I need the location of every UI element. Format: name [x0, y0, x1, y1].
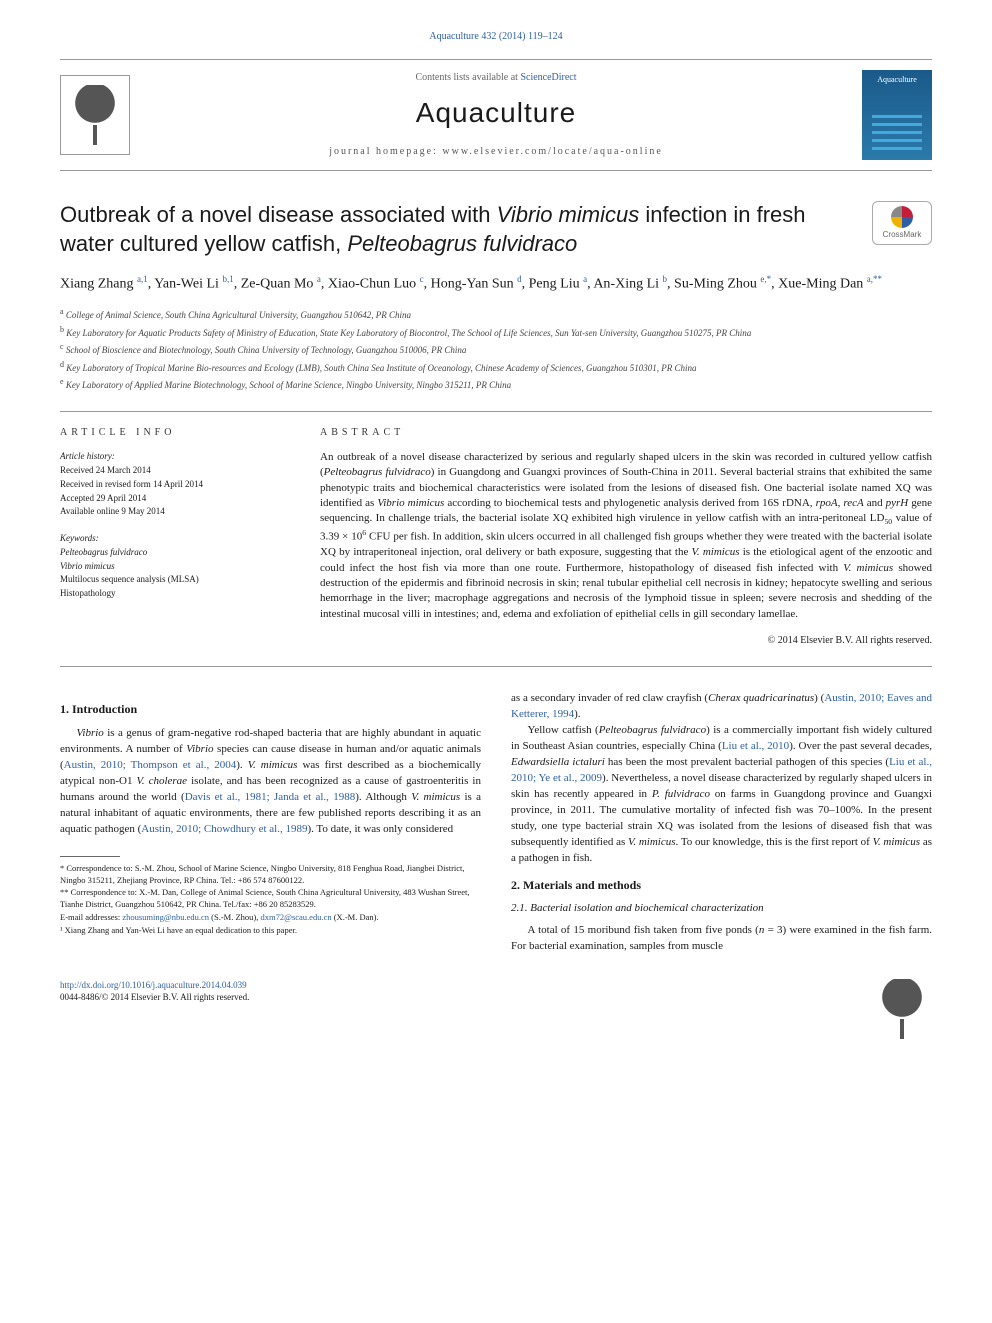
elsevier-tree-icon	[877, 979, 927, 1039]
footnote-line: E-mail addresses: zhousuming@nbu.edu.cn …	[60, 912, 481, 924]
history-line: Accepted 29 April 2014	[60, 492, 280, 505]
section-2-1-heading: 2.1. Bacterial isolation and biochemical…	[511, 901, 932, 916]
intro-p1: Vibrio is a genus of gram-negative rod-s…	[60, 726, 481, 838]
article-info: ARTICLE INFO Article history: Received 2…	[60, 426, 280, 649]
footer-left: http://dx.doi.org/10.1016/j.aquaculture.…	[60, 979, 249, 1039]
history-line: Received in revised form 14 April 2014	[60, 478, 280, 491]
affiliation-line: d Key Laboratory of Tropical Marine Bio-…	[60, 359, 932, 376]
history-line: Received 24 March 2014	[60, 464, 280, 477]
footnote-line: ¹ Xiang Zhang and Yan-Wei Li have an equ…	[60, 925, 481, 937]
history-line: Available online 9 May 2014	[60, 505, 280, 518]
footnote-line: ** Correspondence to: X.-M. Dan, College…	[60, 887, 481, 911]
affiliation-line: b Key Laboratory for Aquatic Products Sa…	[60, 324, 932, 341]
keywords-label: Keywords:	[60, 532, 280, 545]
author-list: Xiang Zhang a,1, Yan-Wei Li b,1, Ze-Quan…	[60, 272, 932, 296]
keyword-line: Pelteobagrus fulvidraco	[60, 546, 280, 559]
section-1-heading: 1. Introduction	[60, 701, 481, 718]
left-column: 1. Introduction Vibrio is a genus of gra…	[60, 691, 481, 954]
sciencedirect-line: Contents lists available at ScienceDirec…	[130, 71, 862, 85]
keyword-line: Vibrio mimicus	[60, 560, 280, 573]
footnote-separator	[60, 856, 120, 857]
keyword-line: Histopathology	[60, 587, 280, 600]
elsevier-logo	[60, 75, 130, 155]
crossmark-icon	[891, 206, 913, 228]
affiliation-line: a College of Animal Science, South China…	[60, 306, 932, 323]
abstract-heading: ABSTRACT	[320, 426, 932, 440]
issn-line: 0044-8486/© 2014 Elsevier B.V. All right…	[60, 991, 249, 1004]
citation-link[interactable]: Aquaculture 432 (2014) 119–124	[60, 30, 932, 44]
intro-p2: Yellow catfish (Pelteobagrus fulvidraco)…	[511, 723, 932, 866]
abstract: ABSTRACT An outbreak of a novel disease …	[320, 426, 932, 649]
abstract-text: An outbreak of a novel disease character…	[320, 450, 932, 623]
intro-p1-cont: as a secondary invader of red claw crayf…	[511, 691, 932, 723]
right-column: as a secondary invader of red claw crayf…	[511, 691, 932, 954]
sciencedirect-prefix: Contents lists available at	[415, 72, 520, 83]
journal-homepage: journal homepage: www.elsevier.com/locat…	[130, 145, 862, 159]
body-columns: 1. Introduction Vibrio is a genus of gra…	[60, 691, 932, 954]
elsevier-tree-icon	[70, 85, 120, 145]
doi-link[interactable]: http://dx.doi.org/10.1016/j.aquaculture.…	[60, 980, 247, 990]
elsevier-footer-logo	[872, 979, 932, 1039]
methods-p1: A total of 15 moribund fish taken from f…	[511, 923, 932, 955]
sciencedirect-link[interactable]: ScienceDirect	[520, 72, 576, 83]
affiliations: a College of Animal Science, South China…	[60, 306, 932, 393]
page-footer: http://dx.doi.org/10.1016/j.aquaculture.…	[60, 979, 932, 1039]
journal-name: Aquaculture	[130, 93, 862, 132]
info-abstract-row: ARTICLE INFO Article history: Received 2…	[60, 411, 932, 668]
affiliation-line: c School of Bioscience and Biotechnology…	[60, 341, 932, 358]
journal-header: Contents lists available at ScienceDirec…	[60, 59, 932, 171]
journal-center: Contents lists available at ScienceDirec…	[130, 71, 862, 158]
article-title: Outbreak of a novel disease associated w…	[60, 201, 932, 258]
footnotes: * Correspondence to: S.-M. Zhou, School …	[60, 863, 481, 937]
affiliation-line: e Key Laboratory of Applied Marine Biote…	[60, 376, 932, 393]
crossmark-badge[interactable]: CrossMark	[872, 201, 932, 245]
history-label: Article history:	[60, 450, 280, 463]
abstract-copyright: © 2014 Elsevier B.V. All rights reserved…	[320, 634, 932, 648]
section-2-heading: 2. Materials and methods	[511, 877, 932, 894]
keyword-line: Multilocus sequence analysis (MLSA)	[60, 573, 280, 586]
footnote-line: * Correspondence to: S.-M. Zhou, School …	[60, 863, 481, 887]
journal-cover-image: Aquaculture	[862, 70, 932, 160]
article-info-heading: ARTICLE INFO	[60, 426, 280, 440]
